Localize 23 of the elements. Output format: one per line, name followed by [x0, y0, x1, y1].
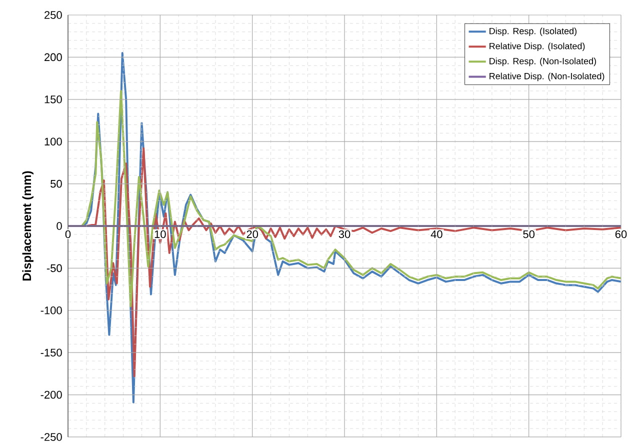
y-tick-label: -100: [40, 306, 62, 314]
legend-label: Relative Disp. (Isolated): [490, 42, 585, 52]
x-tick-label: 0: [65, 230, 71, 238]
y-tick-label: -250: [40, 433, 62, 441]
y-tick-label: -200: [40, 390, 62, 399]
x-tick-label: 60: [615, 230, 627, 238]
x-tick-label: 20: [246, 230, 258, 238]
legend-label: Relative Disp. (Non-Isolated): [490, 72, 604, 82]
x-tick-label: 50: [523, 230, 535, 238]
legend-label: Disp. Resp. (Non-Isolated): [490, 58, 596, 66]
x-tick-label: 10: [154, 230, 166, 238]
y-tick-label: 50: [50, 180, 62, 188]
legend-label: Disp. Resp. (Isolated): [490, 28, 576, 36]
y-tick-label: 200: [44, 53, 62, 62]
y-axis-title: Displacement (mm): [22, 171, 34, 281]
y-tick-label: 150: [44, 96, 62, 104]
y-tick-label: -50: [46, 264, 62, 272]
y-tick-label: 100: [44, 138, 62, 146]
x-tick-label: 40: [430, 230, 442, 238]
y-tick-label: -150: [40, 348, 62, 356]
x-tick-label: 30: [338, 230, 350, 238]
y-tick-label: 0: [56, 222, 62, 230]
y-tick-label: 250: [44, 11, 62, 19]
